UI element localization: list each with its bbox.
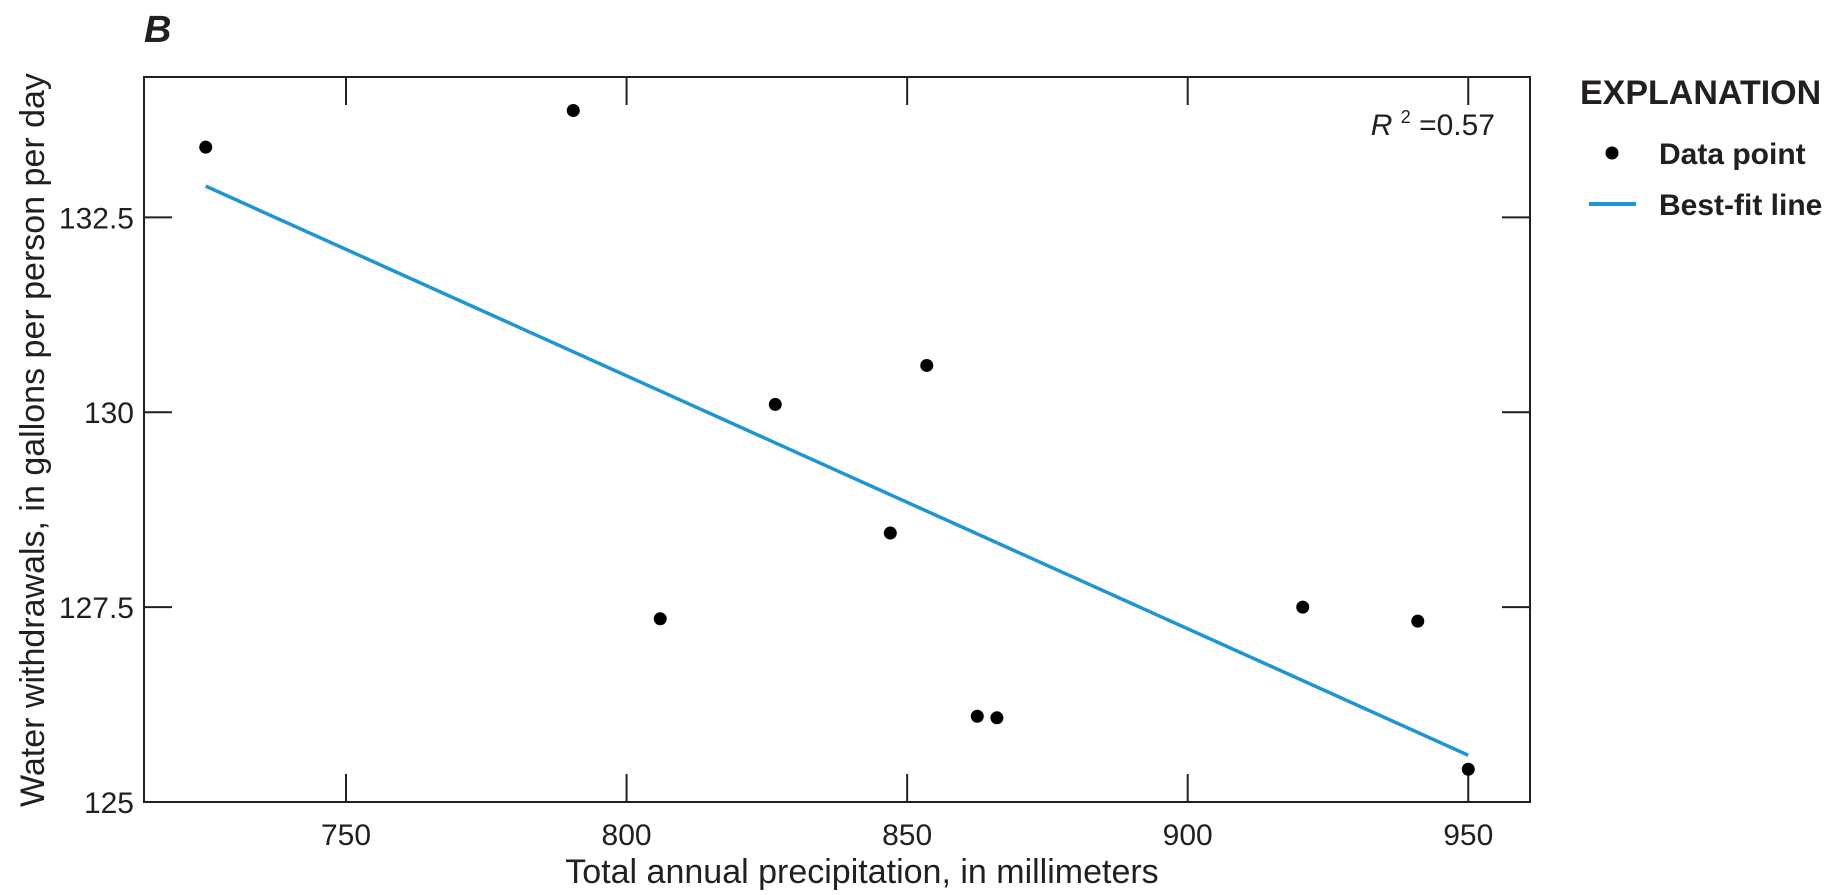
x-tick-label-750: 750 xyxy=(321,819,371,852)
r-value: =0.57 xyxy=(1419,109,1495,142)
data-point-3 xyxy=(653,612,667,626)
data-point-5 xyxy=(883,526,897,540)
legend-title: EXPLANATION xyxy=(1580,74,1821,112)
y-tick-label-127.5: 127.5 xyxy=(59,592,134,625)
y-tick-label-125: 125 xyxy=(84,787,134,820)
x-axis-ticks: 750 800 850 900 950 xyxy=(321,77,1493,852)
x-tick-label-950: 950 xyxy=(1443,819,1493,852)
best-fit-line xyxy=(205,184,1469,757)
x-tick-label-800: 800 xyxy=(602,819,652,852)
y-tick-label-130: 130 xyxy=(84,397,134,430)
data-point-4 xyxy=(768,397,782,411)
best-fit-layer xyxy=(205,184,1469,757)
r-superscript: 2 xyxy=(1401,107,1411,127)
y-tick-label-132.5: 132.5 xyxy=(59,202,134,235)
data-point-8 xyxy=(990,711,1004,725)
data-point-11 xyxy=(1461,762,1475,776)
r-symbol: R xyxy=(1371,109,1393,142)
legend: EXPLANATION Data point Best-fit line xyxy=(1580,74,1822,222)
r-squared-annotation: R 2 =0.57 xyxy=(1371,97,1495,142)
x-tick-label-850: 850 xyxy=(882,819,932,852)
legend-label-best-fit: Best-fit line xyxy=(1659,189,1822,222)
data-points-layer xyxy=(199,104,1475,776)
y-axis-ticks: 125 127.5 130 132.5 xyxy=(59,202,1530,820)
x-tick-label-900: 900 xyxy=(1163,819,1213,852)
data-point-6 xyxy=(920,358,934,372)
x-axis-label: Total annual precipitation, in millimete… xyxy=(565,853,1158,891)
data-point-2 xyxy=(566,104,580,118)
data-point-10 xyxy=(1411,614,1425,628)
panel-letter: B xyxy=(144,9,171,51)
legend-label-data-point: Data point xyxy=(1659,138,1806,171)
plot-frame xyxy=(143,76,1531,803)
data-point-1 xyxy=(199,140,213,154)
y-axis-label: Water withdrawals, in gallons per person… xyxy=(14,73,52,807)
data-point-9 xyxy=(1296,600,1310,614)
legend-marker-swatch xyxy=(1605,146,1619,160)
data-point-7 xyxy=(970,709,984,723)
